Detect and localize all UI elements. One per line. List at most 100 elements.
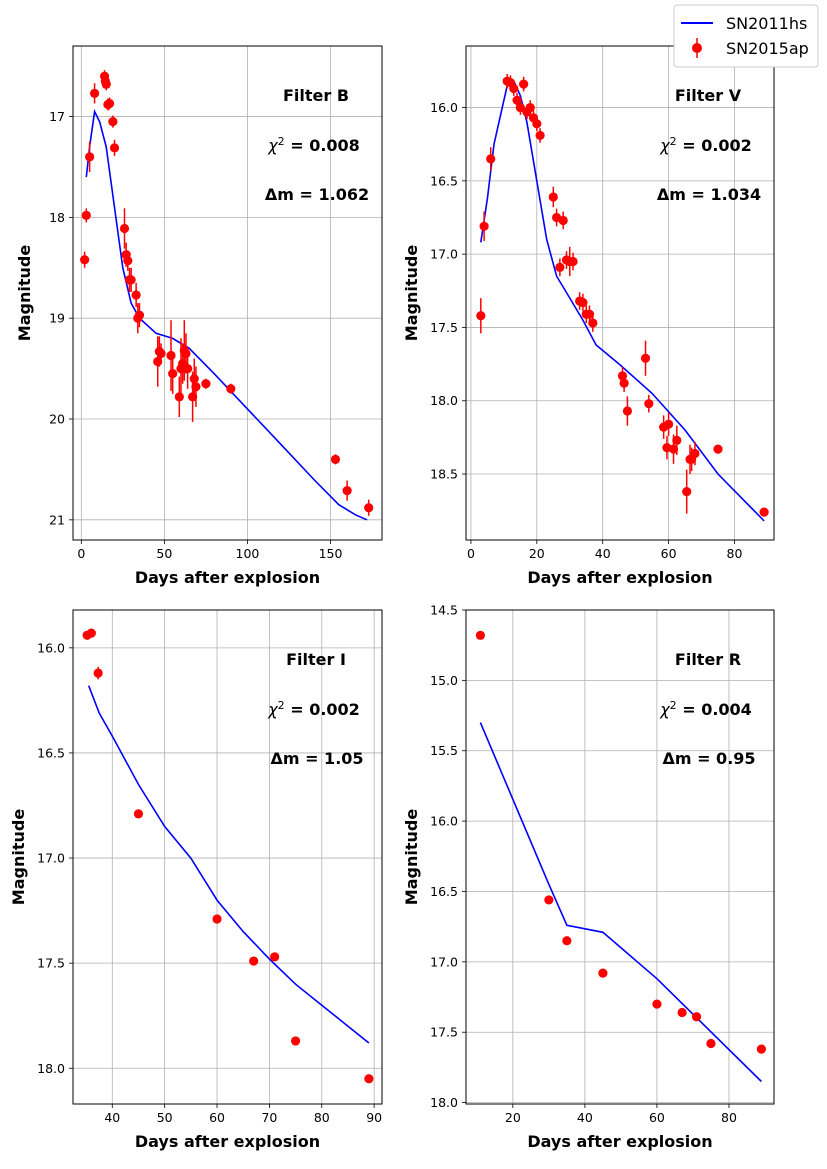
data-point-sn2015ap (81, 210, 91, 220)
data-point-sn2015ap (168, 369, 178, 379)
y-tick-label: 17.5 (430, 320, 458, 335)
data-point-sn2015ap (759, 507, 769, 517)
data-point-sn2015ap (588, 318, 598, 328)
axes-frame (465, 45, 775, 541)
data-point-sn2015ap (475, 630, 486, 640)
data-point-sn2015ap (476, 311, 486, 321)
y-tick-label: 16.0 (37, 640, 65, 655)
data-point-sn2015ap (532, 119, 542, 129)
y-tick-label: 17.5 (37, 956, 65, 971)
data-point-sn2015ap (562, 936, 572, 946)
y-tick-label: 16.5 (430, 884, 458, 899)
data-point-sn2015ap (578, 297, 588, 308)
data-point-sn2015ap (270, 952, 280, 962)
chi2-annotation: χ2 = 0.002 (659, 135, 752, 156)
data-point-sn2015ap (183, 364, 193, 374)
data-point-sn2015ap (672, 435, 682, 445)
data-point-sn2015ap (668, 444, 679, 454)
y-tick-label: 16.0 (430, 814, 458, 829)
data-point-sn2015ap (509, 83, 519, 94)
data-point-sn2015ap (525, 102, 535, 113)
data-point-sn2015ap (364, 1074, 374, 1084)
y-tick-label: 17.0 (37, 851, 65, 866)
y-tick-label: 18.5 (430, 467, 458, 482)
data-point-sn2015ap (156, 348, 166, 359)
delta-m-annotation: Δm = 1.05 (270, 749, 363, 768)
data-point-sn2015ap (622, 406, 633, 416)
y-axis-label: Magnitude (15, 245, 34, 342)
x-tick-label: 80 (727, 546, 743, 561)
axes-frame (72, 609, 383, 1105)
data-point-sn2015ap (640, 353, 651, 363)
data-point-sn2015ap (706, 1038, 716, 1049)
y-tick-label: 14.5 (430, 603, 458, 618)
data-point-sn2015ap (555, 262, 565, 272)
x-tick-label: 70 (261, 1110, 277, 1125)
data-point-sn2015ap (134, 310, 145, 320)
x-tick-label: 20 (529, 546, 545, 561)
legend-model-label: SN2011hs (726, 14, 807, 33)
x-tick-label: 0 (467, 546, 475, 561)
data-point-sn2015ap (191, 382, 201, 392)
x-tick-label: 80 (721, 1110, 737, 1125)
data-point-sn2015ap (535, 130, 545, 141)
data-point-sn2015ap (123, 256, 133, 266)
data-point-sn2015ap (226, 384, 236, 394)
legend-data-label: SN2015ap (726, 39, 809, 58)
data-point-sn2015ap (479, 221, 489, 231)
data-point-sn2015ap (189, 374, 199, 384)
data-point-sn2015ap (290, 1036, 301, 1046)
data-point-sn2015ap (126, 275, 136, 285)
y-axis-label: Magnitude (402, 809, 421, 906)
chi2-annotation: χ2 = 0.008 (267, 135, 360, 156)
data-point-sn2015ap (690, 448, 700, 459)
y-tick-label: 17.0 (430, 954, 458, 969)
y-tick-label: 17.0 (430, 247, 458, 262)
panel-top-left: 0 50 100 150 17 18 19 20 21 Days after explosion M… (15, 45, 383, 587)
data-point-sn2015ap (584, 309, 595, 319)
filter-annotation: Filter B (283, 86, 349, 105)
chi2-annotation: χ2 = 0.002 (267, 699, 360, 720)
delta-m-annotation: Δm = 0.95 (662, 749, 755, 768)
panel-bottom-right: 20 40 60 80 14.5 15.0 15.5 16.0 16.5 17.0 17.5 18.0… (402, 603, 775, 1151)
data-point-sn2015ap (598, 968, 608, 978)
y-tick-label: 18.0 (430, 1095, 458, 1110)
data-point-sn2015ap (568, 256, 578, 267)
data-point-sn2015ap (133, 809, 144, 819)
legend-frame (673, 4, 819, 68)
y-tick-label: 15.0 (430, 673, 458, 688)
data-point-sn2015ap (652, 999, 662, 1009)
y-tick-label: 18 (49, 210, 65, 225)
model-curve-sn2011hs (480, 80, 765, 522)
y-tick-label: 18.0 (430, 393, 458, 408)
x-tick-label: 150 (319, 546, 343, 561)
data-point-sn2015ap (364, 503, 374, 513)
delta-m-annotation: Δm = 1.062 (265, 185, 369, 204)
filter-annotation: Filter V (675, 86, 742, 105)
panel-top-right: 0 20 40 60 80 16.0 16.5 17.0 17.5 18.0 18.5 Days af… (402, 45, 775, 587)
x-axis-label: Days after explosion (527, 1132, 712, 1151)
data-point-sn2015ap (86, 628, 96, 638)
y-tick-label: 21 (49, 512, 65, 527)
delta-m-annotation: Δm = 1.034 (657, 185, 761, 204)
data-point-sn2015ap (756, 1044, 766, 1054)
data-point-sn2015ap (93, 668, 103, 678)
data-point-sn2015ap (212, 914, 222, 924)
data-point-sn2015ap (181, 348, 191, 359)
data-point-sn2015ap (85, 152, 95, 162)
data-point-sn2015ap (108, 117, 118, 127)
x-tick-label: 0 (77, 546, 85, 561)
data-point-sn2015ap (89, 88, 100, 98)
x-tick-label: 80 (314, 1110, 330, 1125)
panel-bottom-left: 40 50 60 70 80 90 16.0 16.5 17.0 17.5 18.0 Days aft… (9, 609, 383, 1151)
y-tick-label: 16.5 (37, 745, 65, 760)
y-tick-label: 20 (49, 412, 65, 427)
data-point-sn2015ap (201, 379, 211, 389)
y-axis-label: Magnitude (402, 245, 421, 342)
data-point-sn2015ap (544, 895, 554, 905)
x-tick-label: 40 (595, 546, 611, 561)
y-tick-label: 15.5 (430, 743, 458, 758)
data-point-sn2015ap (682, 487, 692, 497)
x-tick-label: 50 (157, 1110, 173, 1125)
